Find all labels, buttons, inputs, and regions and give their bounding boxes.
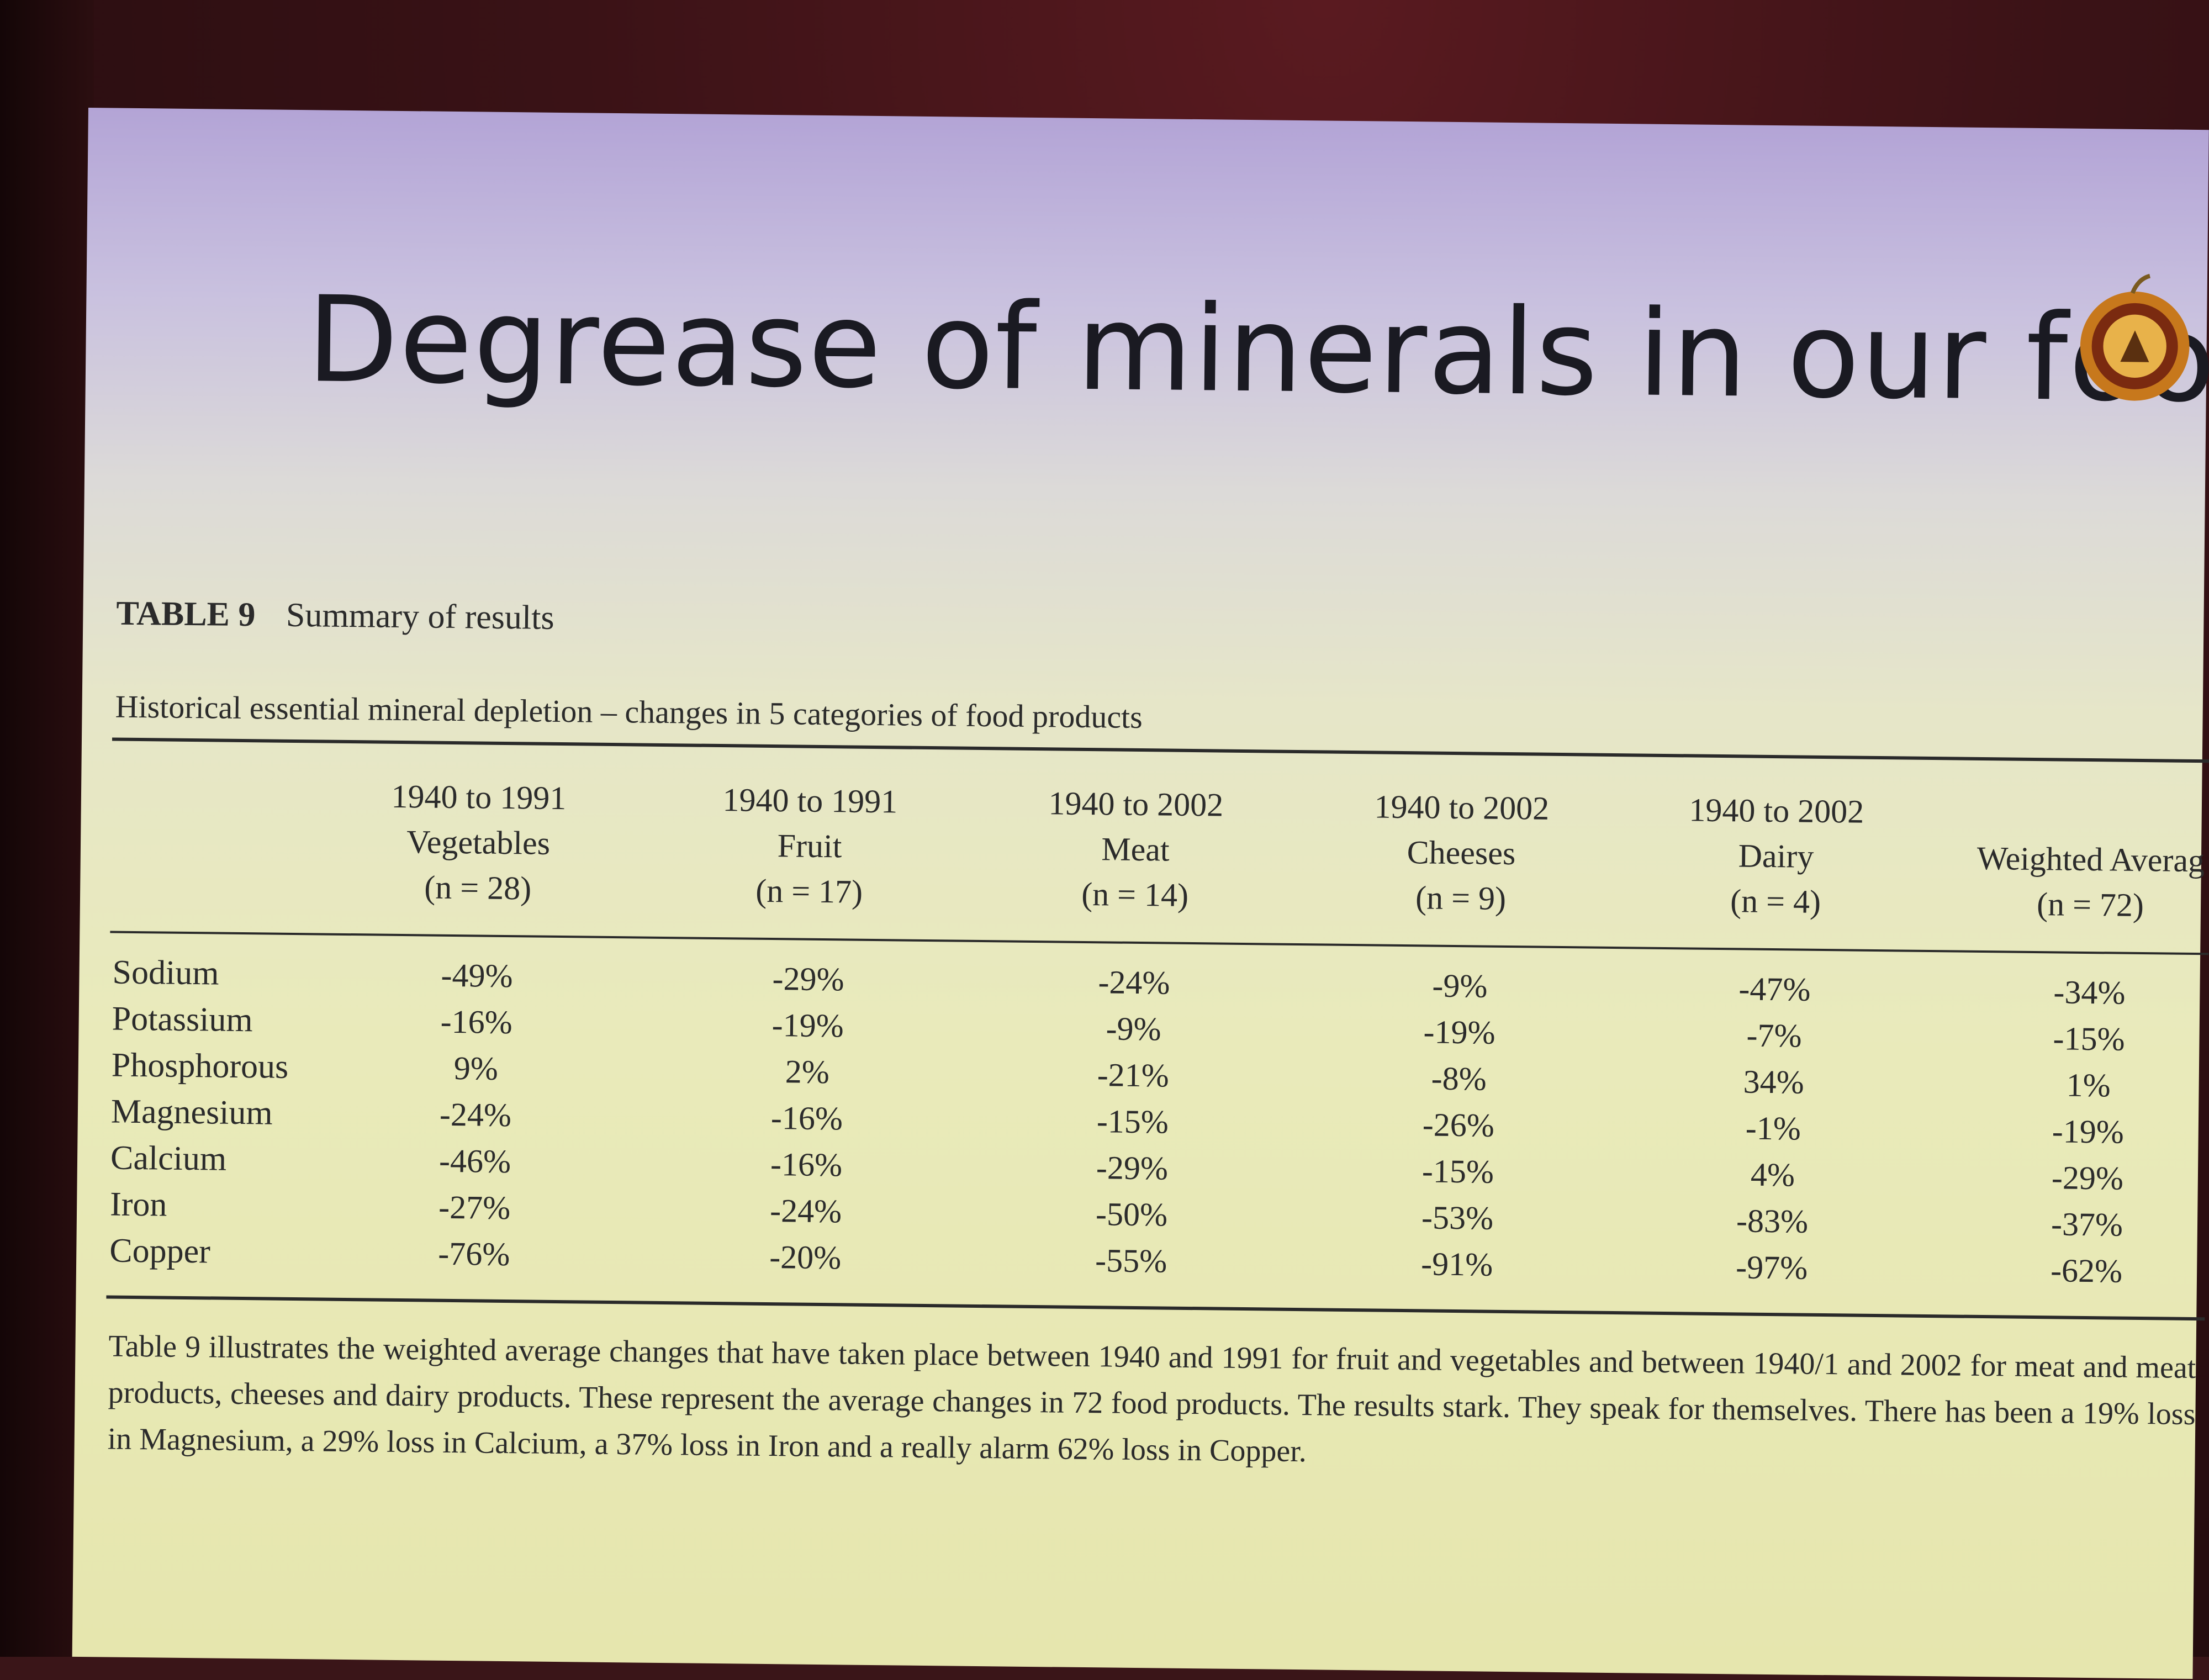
- column-header-period: 1940 to 1991: [722, 781, 898, 820]
- table-cell: -29%: [772, 960, 844, 998]
- column-header-category: Meat: [1101, 831, 1170, 868]
- table-cell: -53%: [1421, 1199, 1494, 1237]
- table-cell: 4%: [1750, 1156, 1795, 1193]
- table-cell: -21%: [1097, 1056, 1170, 1094]
- table-label: TABLE 9 Summary of results: [116, 594, 554, 638]
- table-bottom-rule: [106, 1295, 2205, 1321]
- mineral-label: Magnesium: [110, 1092, 273, 1132]
- column-header-n: (n = 4): [1730, 883, 1821, 920]
- mineral-label: Phosphorous: [111, 1046, 289, 1086]
- table-cell: -24%: [1098, 964, 1170, 1001]
- table-cell: -19%: [2052, 1113, 2125, 1150]
- column-header-n: (n = 72): [2036, 886, 2144, 924]
- table-cell: -29%: [2051, 1159, 2124, 1197]
- table-top-rule: [112, 737, 2209, 763]
- table-cell: -62%: [2050, 1252, 2123, 1290]
- table-cell: -19%: [771, 1007, 844, 1044]
- table-cell: -15%: [1421, 1153, 1494, 1190]
- column-header-period: 1940 to 2002: [1374, 788, 1550, 827]
- table-cell: -24%: [439, 1096, 512, 1134]
- table-cell: -15%: [2053, 1020, 2125, 1058]
- table-cell: -34%: [2053, 974, 2126, 1011]
- table-cell: -76%: [437, 1235, 510, 1273]
- table-cell: -15%: [1096, 1103, 1169, 1140]
- column-header-category: Weighted Averag: [1977, 839, 2205, 879]
- table-cell: -37%: [2051, 1206, 2123, 1243]
- table-cell: -97%: [1735, 1249, 1808, 1286]
- column-header-n: (n = 17): [755, 872, 863, 910]
- table-number: TABLE 9: [116, 594, 256, 634]
- column-header: 1940 to 2002 Cheeses (n = 9): [1317, 783, 1606, 922]
- table-cell: -83%: [1736, 1202, 1809, 1240]
- table-cell: -29%: [1096, 1149, 1169, 1187]
- mineral-label: Potassium: [112, 1000, 253, 1039]
- table-cell: -26%: [1422, 1106, 1495, 1144]
- table-cell: -7%: [1746, 1017, 1802, 1054]
- mineral-label: Iron: [109, 1185, 167, 1224]
- table-cell: -50%: [1095, 1196, 1168, 1233]
- mineral-label: Sodium: [112, 953, 219, 992]
- table-cell: -19%: [1423, 1013, 1495, 1051]
- slide-title: Degrease of minerals in our food: [306, 270, 2209, 430]
- table-cell: -8%: [1431, 1060, 1487, 1097]
- table-cell: -16%: [440, 1003, 513, 1041]
- column-header-n: (n = 9): [1415, 879, 1507, 917]
- column-header-category: Cheeses: [1407, 834, 1516, 872]
- table-title: Summary of results: [286, 596, 554, 637]
- table-caption: Historical essential mineral depletion –…: [115, 688, 1143, 736]
- column-header-period: 1940 to 1991: [391, 778, 567, 817]
- table-cell: -16%: [770, 1100, 843, 1137]
- table-cell: 9%: [453, 1050, 499, 1087]
- table-cell: -27%: [438, 1188, 511, 1227]
- column-header: Weighted Averag (n = 72): [1947, 835, 2209, 928]
- column-header: 1940 to 1991 Vegetables (n = 28): [334, 773, 623, 912]
- table-cell: -91%: [1420, 1245, 1493, 1283]
- column-header: 1940 to 2002 Dairy (n = 4): [1632, 786, 1921, 925]
- column-header-period: 1940 to 2002: [1689, 791, 1864, 830]
- column-header-n: (n = 28): [424, 869, 532, 907]
- column-header: 1940 to 1991 Fruit (n = 17): [665, 776, 954, 915]
- column-header-category: Fruit: [777, 827, 842, 865]
- projected-slide: Degrease of minerals in our food TABLE 9…: [72, 108, 2209, 1679]
- table-cell: -47%: [1738, 970, 1811, 1008]
- table-cell: 34%: [1743, 1063, 1805, 1101]
- fruit-logo-icon: [2080, 273, 2190, 401]
- table-cell: -49%: [441, 957, 513, 995]
- table-cell: 2%: [785, 1053, 830, 1091]
- table-cell: -24%: [769, 1192, 842, 1230]
- table-cell: -20%: [769, 1239, 842, 1276]
- table-cell: 1%: [2066, 1066, 2111, 1104]
- column-header-period: 1940 to 2002: [1048, 785, 1224, 823]
- column-header-category: Dairy: [1738, 837, 1814, 875]
- mineral-label: Calcium: [110, 1139, 227, 1178]
- table-header-rule: [110, 931, 2209, 955]
- column-header-n: (n = 14): [1081, 875, 1189, 913]
- table-cell: -1%: [1745, 1110, 1801, 1147]
- column-header: 1940 to 2002 Meat (n = 14): [991, 780, 1280, 918]
- table-note: Table 9 illustrates the weighted average…: [107, 1329, 2196, 1469]
- mineral-label: Copper: [109, 1232, 211, 1271]
- column-header-category: Vegetables: [406, 823, 551, 862]
- table-cell: -9%: [1106, 1010, 1161, 1048]
- table-cell: -9%: [1432, 967, 1488, 1005]
- table-cell: -16%: [770, 1146, 843, 1184]
- table-cell: -55%: [1095, 1242, 1167, 1280]
- table-cell: -46%: [438, 1142, 511, 1180]
